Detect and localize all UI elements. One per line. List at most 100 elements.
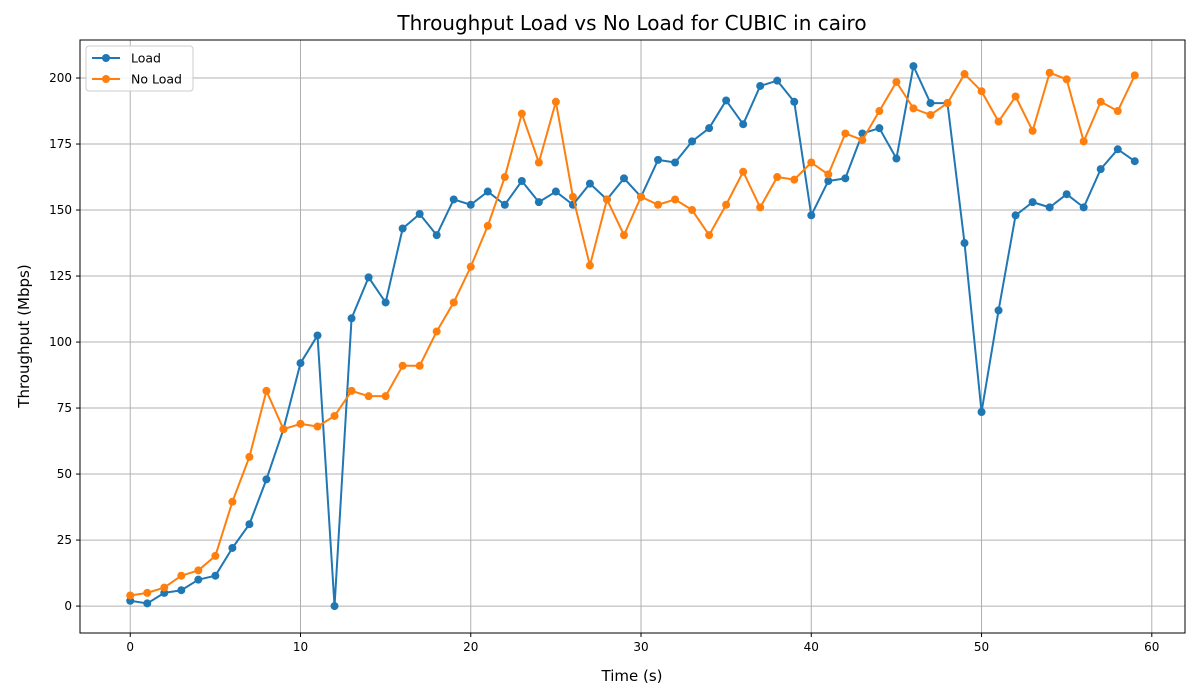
data-point xyxy=(602,195,611,204)
data-point xyxy=(194,566,203,575)
plot-area-frame xyxy=(79,39,1186,634)
data-point xyxy=(432,231,441,240)
data-point xyxy=(364,392,373,401)
data-point xyxy=(211,551,220,560)
data-point xyxy=(688,206,697,215)
data-point xyxy=(858,136,867,145)
data-point xyxy=(756,81,765,90)
data-point xyxy=(739,167,748,176)
data-point xyxy=(739,120,748,129)
data-point xyxy=(773,173,782,182)
y-tick-label: 100 xyxy=(49,335,72,349)
data-point xyxy=(909,62,918,71)
data-point xyxy=(977,87,986,96)
data-point xyxy=(790,175,799,184)
x-tick-label: 30 xyxy=(633,640,648,654)
data-point xyxy=(994,306,1003,315)
data-point xyxy=(245,520,254,529)
y-tick-label: 200 xyxy=(49,71,72,85)
x-tick-label: 20 xyxy=(463,640,478,654)
y-tick-label: 125 xyxy=(49,269,72,283)
legend: Load No Load xyxy=(85,45,194,92)
data-point xyxy=(722,200,731,209)
y-tick-label: 50 xyxy=(57,467,72,481)
data-point xyxy=(790,97,799,106)
data-point xyxy=(228,543,237,552)
data-point xyxy=(126,591,135,600)
data-point xyxy=(1130,71,1139,80)
data-point xyxy=(824,170,833,179)
data-point xyxy=(143,588,152,597)
data-point xyxy=(313,422,322,431)
data-point xyxy=(637,192,646,201)
data-point xyxy=(875,124,884,133)
data-point xyxy=(160,583,169,592)
data-point xyxy=(585,179,594,188)
data-point xyxy=(1113,107,1122,116)
data-point xyxy=(245,452,254,461)
data-point xyxy=(654,155,663,164)
data-point xyxy=(807,158,816,167)
data-point xyxy=(279,425,288,434)
legend-marker xyxy=(102,75,110,83)
data-point xyxy=(449,298,458,307)
y-tick-label: 25 xyxy=(57,533,72,547)
data-point xyxy=(841,129,850,138)
data-point xyxy=(517,176,526,185)
data-point xyxy=(892,77,901,86)
data-point xyxy=(1028,126,1037,135)
data-point xyxy=(1096,97,1105,106)
data-point xyxy=(1062,75,1071,84)
data-point xyxy=(807,211,816,220)
data-point xyxy=(347,314,356,323)
y-tick-label: 175 xyxy=(49,137,72,151)
data-point xyxy=(841,174,850,183)
data-point xyxy=(211,571,220,580)
data-point xyxy=(1096,165,1105,174)
x-axis-title: Time (s) xyxy=(601,667,663,685)
chart-title: Throughput Load vs No Load for CUBIC in … xyxy=(396,11,866,35)
data-point xyxy=(534,198,543,207)
data-point xyxy=(296,419,305,428)
data-point xyxy=(500,173,509,182)
x-tick-label: 0 xyxy=(126,640,134,654)
data-point xyxy=(143,599,152,608)
data-point xyxy=(722,96,731,105)
data-point xyxy=(177,571,186,580)
data-point xyxy=(585,261,594,270)
data-point xyxy=(1079,203,1088,212)
data-point xyxy=(926,110,935,119)
x-tick-label: 40 xyxy=(804,640,819,654)
data-point xyxy=(892,154,901,163)
series-line xyxy=(130,71,1136,597)
data-point xyxy=(1062,190,1071,199)
y-axis-title: Throughput (Mbps) xyxy=(15,264,33,408)
data-point xyxy=(824,176,833,185)
data-point xyxy=(671,195,680,204)
y-tick-label: 75 xyxy=(57,401,72,415)
data-point xyxy=(977,408,986,417)
data-point xyxy=(688,137,697,146)
data-point xyxy=(449,195,458,204)
x-tick-label: 60 xyxy=(1144,640,1159,654)
data-point xyxy=(960,239,969,248)
data-point xyxy=(347,386,356,395)
y-tick-label: 0 xyxy=(64,599,72,613)
data-point xyxy=(994,117,1003,126)
data-point xyxy=(943,99,952,108)
data-point xyxy=(466,262,475,271)
data-point xyxy=(228,497,237,506)
data-point xyxy=(671,158,680,167)
y-tick-label: 150 xyxy=(49,203,72,217)
data-point xyxy=(398,224,407,233)
data-point xyxy=(466,200,475,209)
data-point xyxy=(296,359,305,368)
data-point xyxy=(1045,68,1054,77)
data-point xyxy=(705,124,714,133)
data-point xyxy=(262,475,271,484)
data-point xyxy=(415,209,424,218)
data-point xyxy=(551,187,560,196)
data-point xyxy=(1028,198,1037,207)
